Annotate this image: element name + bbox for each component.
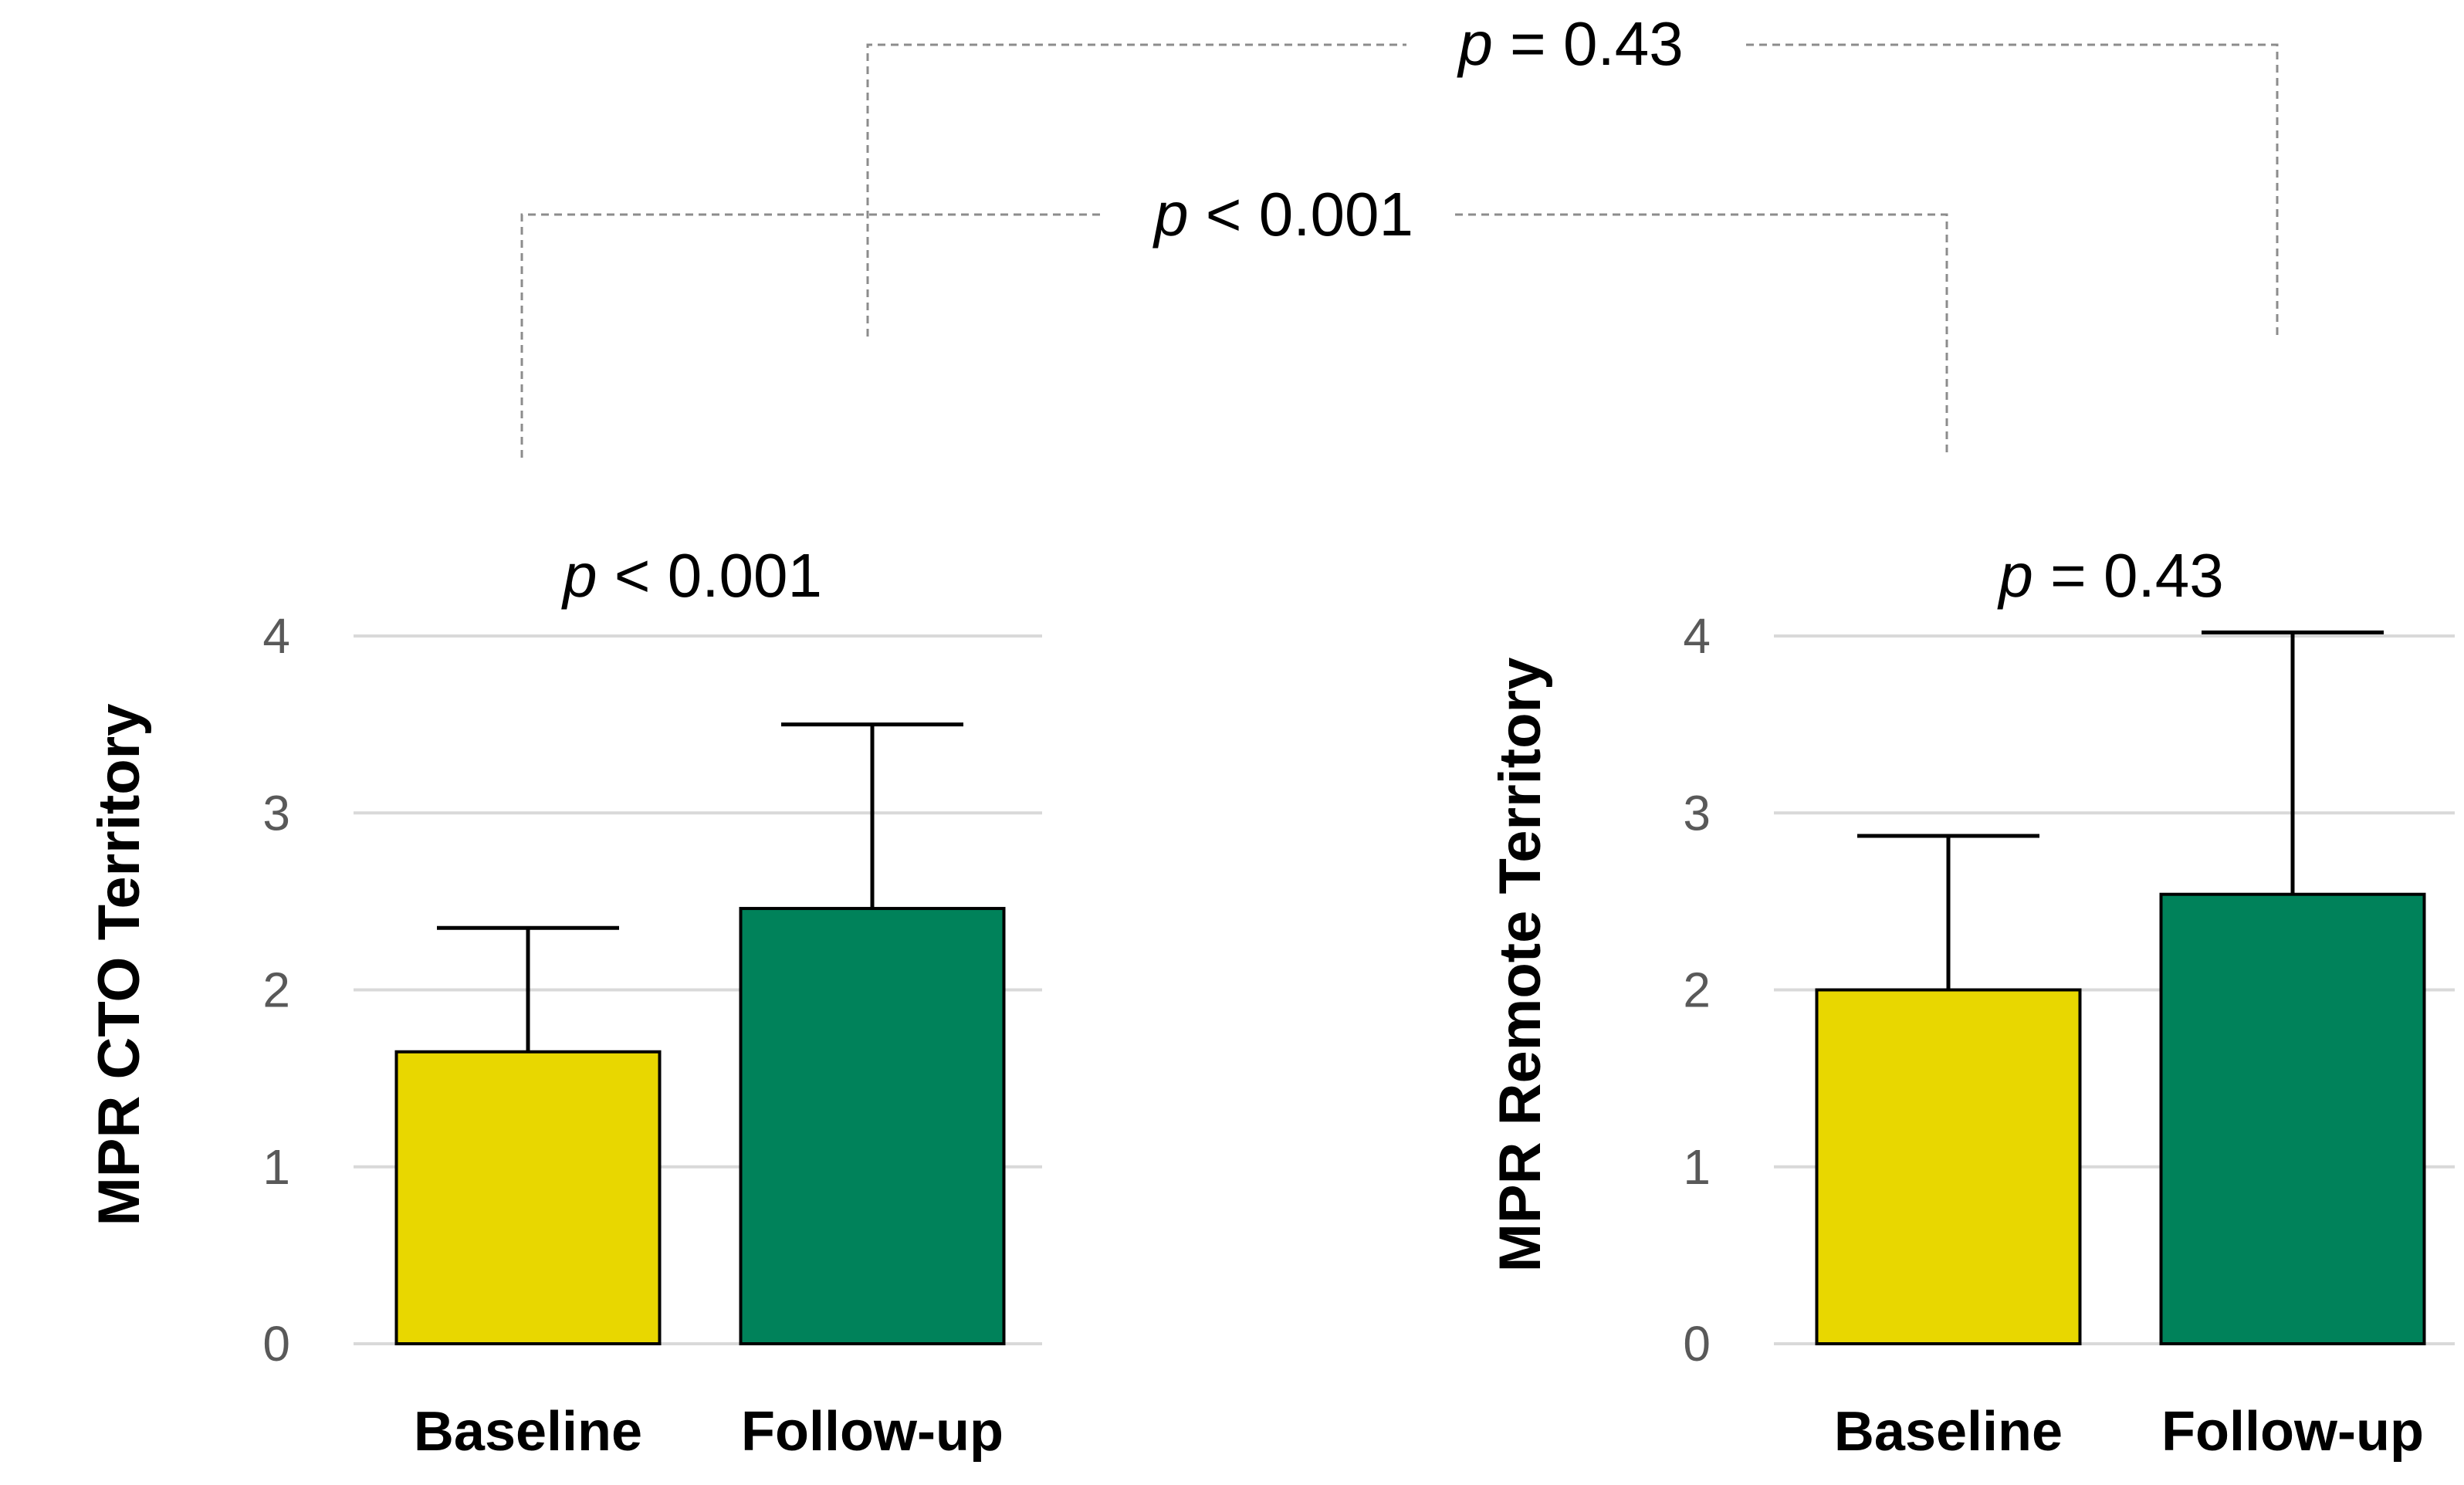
followup-bar <box>2159 892 2426 1345</box>
y-tick-label: 4 <box>1683 608 1711 664</box>
bracket-top <box>866 43 2279 337</box>
y-tick-label: 1 <box>262 1139 290 1195</box>
y-tick-label: 3 <box>1683 785 1711 841</box>
panel-remote-territory: MPR Remote Territory p = 0.43 0 1 2 3 4 Basel… <box>1488 541 2455 1463</box>
y-tick-label: 0 <box>262 1316 290 1372</box>
y-axis-label: MPR CTO Territory <box>86 703 152 1226</box>
y-tick-label: 2 <box>262 962 290 1018</box>
bracket-top-label: p = 0.43 <box>1457 9 1683 78</box>
x-category-label-followup: Follow-up <box>741 1401 1004 1463</box>
panel-annotation: p = 0.43 <box>1997 541 2223 610</box>
bracket-middle-label: p < 0.001 <box>1152 180 1413 249</box>
y-tick-label: 3 <box>262 785 290 841</box>
y-axis-label: MPR Remote Territory <box>1488 658 1553 1273</box>
baseline-bar <box>394 1050 662 1346</box>
y-tick-label: 2 <box>1683 962 1711 1018</box>
panel-cto-territory: MPR CTO Territory p < 0.001 0 1 2 3 4 Baselin… <box>86 541 1042 1463</box>
bracket-middle <box>520 213 1948 458</box>
followup-bar <box>739 907 1006 1346</box>
x-category-label-followup: Follow-up <box>2161 1401 2424 1463</box>
baseline-bar <box>1815 988 2082 1345</box>
x-category-label-baseline: Baseline <box>414 1401 642 1463</box>
x-category-label-baseline: Baseline <box>1834 1401 2063 1463</box>
y-tick-label: 4 <box>262 608 290 664</box>
y-tick-label: 0 <box>1683 1316 1711 1372</box>
panel-annotation: p < 0.001 <box>561 541 822 610</box>
y-tick-label: 1 <box>1683 1139 1711 1195</box>
